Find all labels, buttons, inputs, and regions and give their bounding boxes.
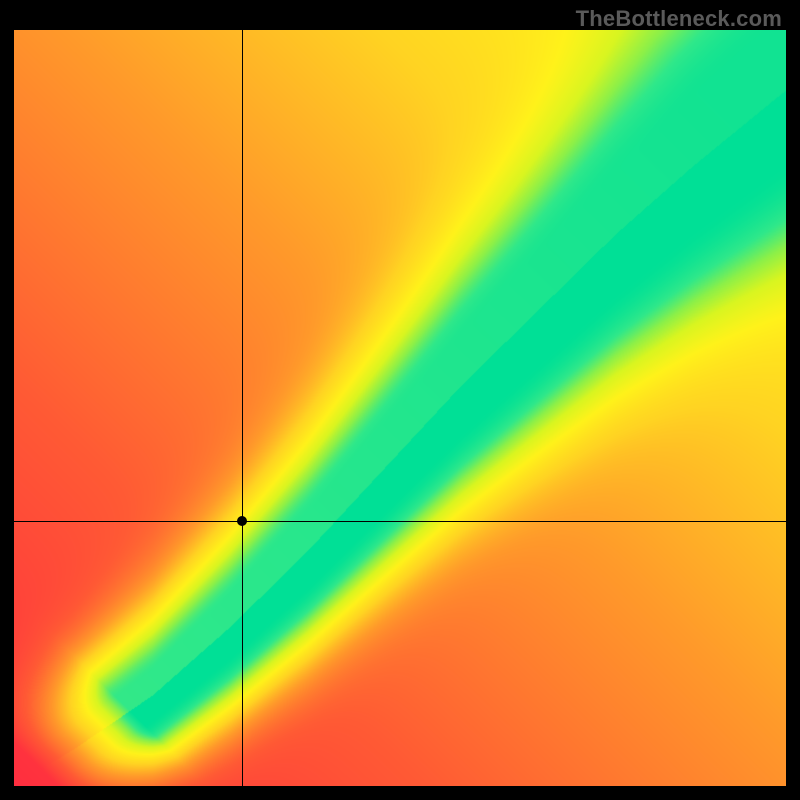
watermark: TheBottleneck.com — [576, 6, 782, 32]
plot-area — [14, 30, 786, 786]
crosshair-vertical — [242, 30, 243, 786]
crosshair-marker — [237, 516, 247, 526]
crosshair-horizontal — [14, 521, 786, 522]
heatmap-canvas — [14, 30, 786, 786]
chart-container: TheBottleneck.com — [0, 0, 800, 800]
